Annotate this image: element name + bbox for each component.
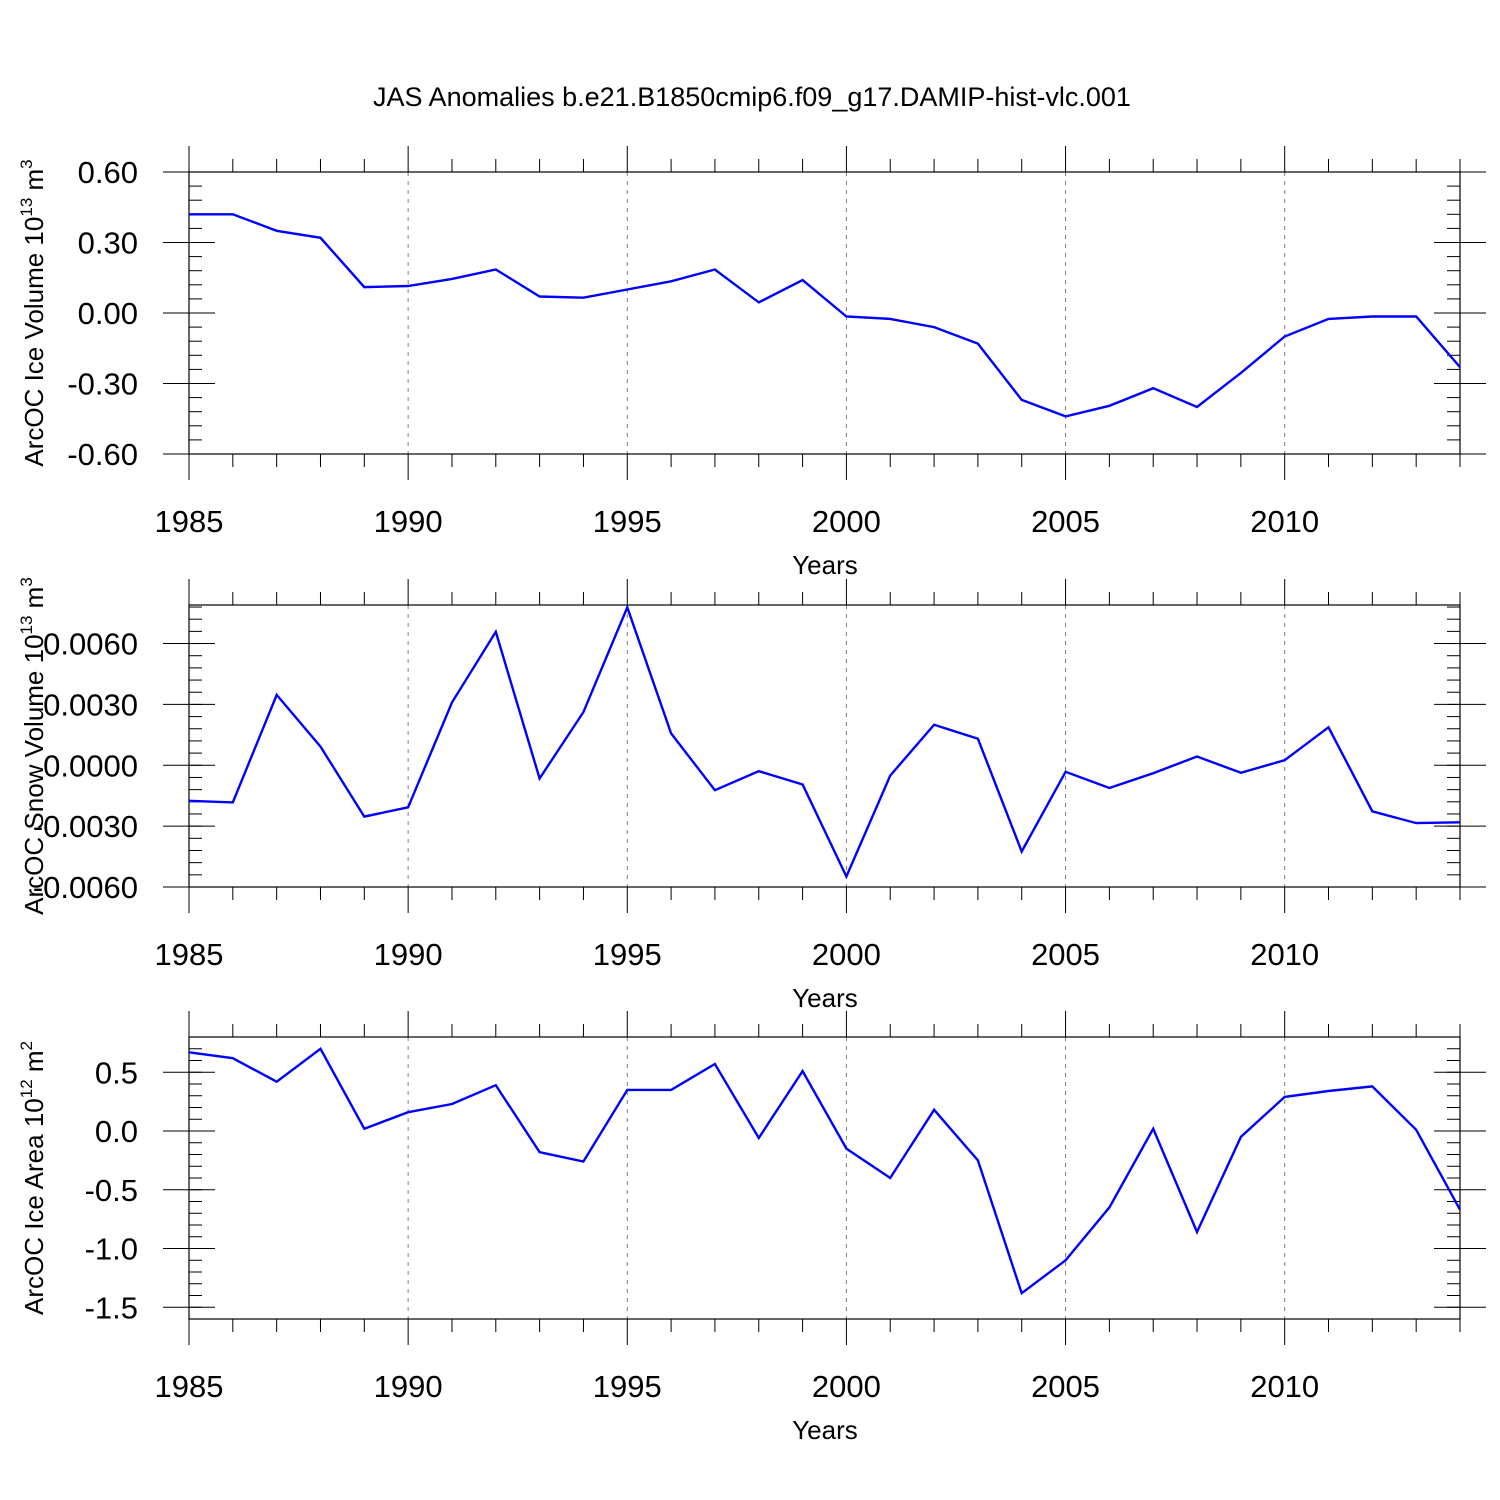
y-axis-label-superscript: 3	[17, 577, 36, 586]
y-tick-label: -0.30	[67, 367, 138, 402]
y-axis-label-superscript: 3	[17, 159, 36, 168]
plot-frame	[188, 171, 1461, 455]
y-tick-label: 0.00	[78, 296, 138, 331]
x-tick-label: 2000	[812, 504, 881, 539]
y-tick-label: -1.0	[85, 1232, 138, 1267]
y-axis-label-superscript: 13	[17, 198, 36, 217]
x-axis-label: Years	[792, 550, 858, 580]
series-line	[188, 604, 1461, 880]
y-tick-label: 0.0030	[43, 687, 138, 722]
x-tick-label: 2000	[812, 937, 881, 972]
y-tick-label: -0.5	[85, 1173, 138, 1208]
y-axis-label-superscript: 2	[17, 1041, 36, 1050]
x-tick-label: 2000	[812, 1369, 881, 1404]
x-tick-label: 1990	[374, 937, 443, 972]
ice-area-panel: -1.5 -1.0 -0.5 0.0 0.5 1985 1990 1995 2000 2005 20…	[17, 1011, 1486, 1445]
y-axis-label: ArcOC Snow Volume 1013 m3	[17, 577, 49, 915]
y-axis-label-superscript: 13	[17, 616, 36, 635]
x-tick-label: 1990	[374, 1369, 443, 1404]
y-axis-label-text: ArcOC Snow Volume 10	[19, 634, 49, 914]
y-axis-label: ArcOC Ice Area 1012 m2	[17, 1041, 49, 1315]
y-tick-label: -1.5	[85, 1290, 138, 1325]
ice-volume-panel: -0.60 -0.30 0.00 0.30 0.60 1985 1990 1995 2000 20…	[17, 146, 1486, 580]
snow-volume-panel: -0.0060 -0.0030 0.0000 0.0030 0.0060 1985 1990…	[17, 577, 1486, 1013]
plot-frame	[188, 1036, 1461, 1320]
x-axis-label: Years	[792, 1415, 858, 1445]
series-line	[189, 213, 1461, 418]
y-axis-label: ArcOC Ice Volume 1013 m3	[17, 159, 49, 466]
y-axis-label-text: m	[19, 1050, 49, 1079]
x-axis-label: Years	[792, 983, 858, 1013]
series-line	[188, 1047, 1462, 1296]
x-tick-label: 1995	[593, 1369, 662, 1404]
y-tick-label: 0.0000	[43, 748, 138, 783]
x-tick-label: 2010	[1250, 937, 1319, 972]
y-tick-label: -0.0060	[33, 870, 138, 905]
y-axis-label-text: m	[19, 169, 49, 198]
x-tick-label: 2005	[1031, 937, 1100, 972]
x-tick-label: 2005	[1031, 1369, 1100, 1404]
y-tick-label: 0.30	[78, 226, 138, 261]
x-tick-label: 1985	[155, 1369, 224, 1404]
y-tick-label: 0.5	[95, 1055, 138, 1090]
x-tick-label: 1995	[593, 504, 662, 539]
x-tick-label: 2010	[1250, 504, 1319, 539]
x-tick-label: 2010	[1250, 1369, 1319, 1404]
x-tick-label: 1995	[593, 937, 662, 972]
y-tick-label: 0.0060	[43, 627, 138, 662]
x-tick-label: 1990	[374, 504, 443, 539]
figure-title: JAS Anomalies b.e21.B1850cmip6.f09_g17.D…	[373, 82, 1131, 112]
x-tick-label: 1985	[155, 937, 224, 972]
y-axis-label-text: ArcOC Ice Area 10	[19, 1098, 49, 1315]
y-axis-label-superscript: 12	[17, 1079, 36, 1098]
plot-frame	[188, 604, 1461, 888]
y-tick-label: 0.0	[95, 1114, 138, 1149]
x-tick-label: 1985	[155, 504, 224, 539]
y-axis-label-text: m	[19, 587, 49, 616]
y-axis-label-text: ArcOC Ice Volume 10	[19, 217, 49, 467]
y-tick-label: -0.60	[67, 437, 138, 472]
x-tick-label: 2005	[1031, 504, 1100, 539]
y-tick-label: -0.0030	[33, 809, 138, 844]
y-tick-label: 0.60	[78, 155, 138, 190]
